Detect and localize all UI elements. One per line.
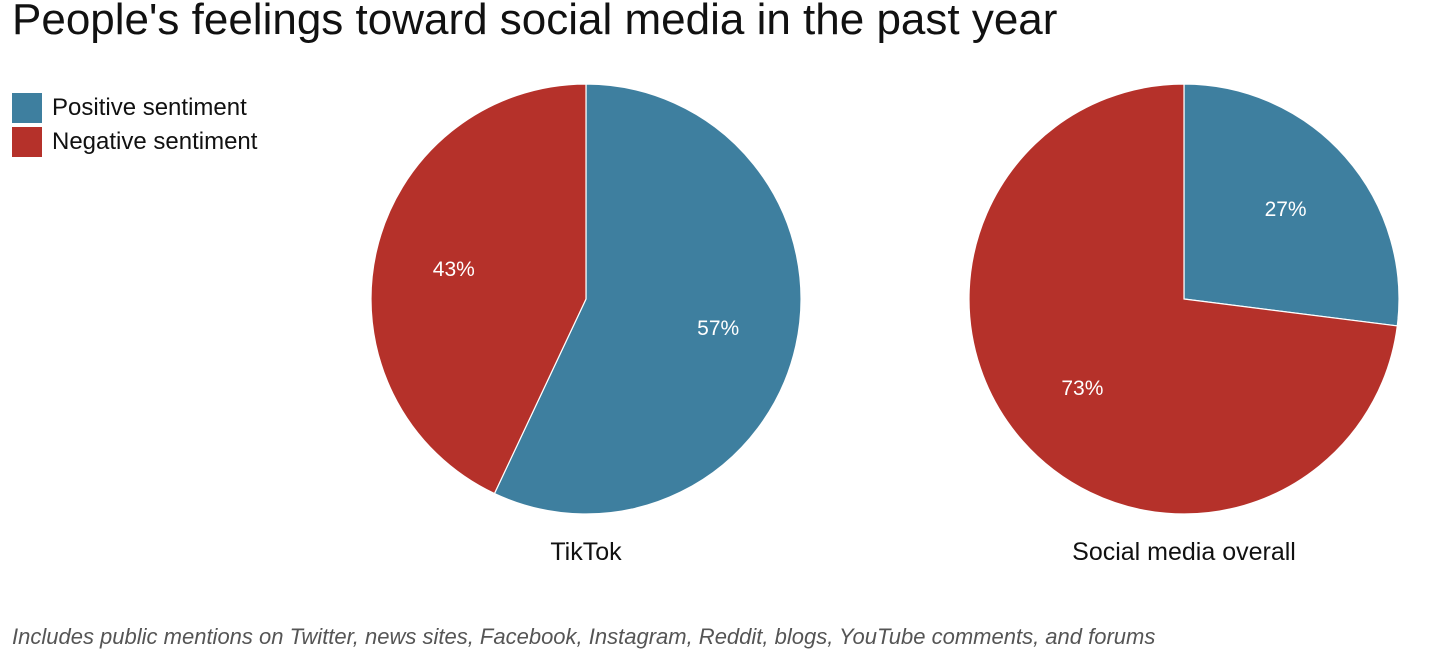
legend-swatch-positive (12, 93, 42, 123)
legend-swatch-negative (12, 127, 42, 157)
data-label-social-media-overall-positive-sentiment: 27% (1265, 198, 1307, 221)
pie-slice-social-media-overall-negative-sentiment (968, 83, 1398, 515)
legend: Positive sentiment Negative sentiment (12, 93, 257, 161)
data-label-tiktok-positive-sentiment: 57% (697, 317, 739, 340)
pie-label-tiktok: TikTok (550, 538, 622, 566)
legend-label-negative: Negative sentiment (52, 128, 258, 155)
pie-slice-social-media-overall-positive-sentiment (1183, 83, 1400, 327)
pie-tiktok: 57% 43% TikTok (370, 83, 802, 566)
legend-label-positive: Positive sentiment (52, 94, 247, 121)
pie-slice-tiktok-positive-sentiment (493, 83, 802, 515)
data-label-tiktok-negative-sentiment: 43% (433, 258, 475, 281)
data-label-social-media-overall-negative-sentiment: 73% (1061, 377, 1103, 400)
chart-title: People's feelings toward social media in… (12, 0, 1058, 44)
pie-label-social-media-overall: Social media overall (1072, 538, 1296, 566)
legend-item-positive: Positive sentiment (12, 93, 257, 123)
legend-item-negative: Negative sentiment (12, 127, 257, 157)
pie-social-media-overall: 27% 73% Social media overall (968, 83, 1400, 566)
pie-slice-tiktok-negative-sentiment (370, 83, 587, 495)
footnote: Includes public mentions on Twitter, new… (12, 624, 1156, 649)
